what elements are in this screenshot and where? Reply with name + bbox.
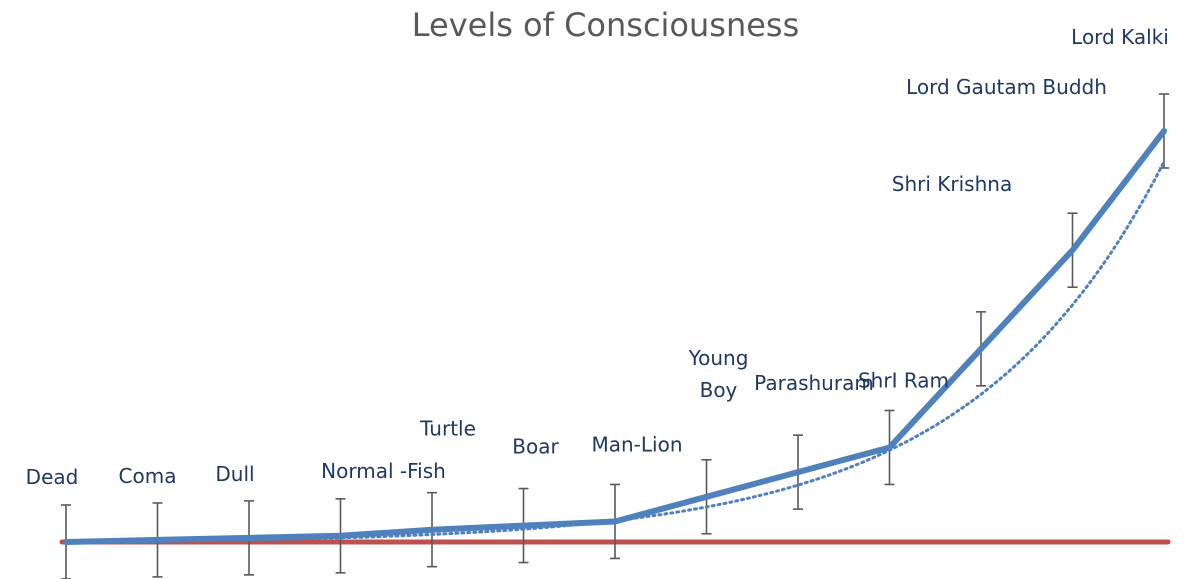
data-label: Normal -Fish xyxy=(321,459,446,483)
data-label: Shri Krishna xyxy=(892,172,1012,196)
data-label: Boar xyxy=(512,435,559,459)
data-label: Coma xyxy=(119,464,177,488)
data-label: ShrI Ram xyxy=(858,368,949,392)
data-label: Dull xyxy=(215,462,254,486)
data-label: Lord Gautam Buddh xyxy=(906,75,1107,99)
series-layer xyxy=(63,128,1167,545)
error-bars xyxy=(61,93,1169,579)
data-label: Lord Kalki xyxy=(1071,25,1169,49)
data-label: Turtle xyxy=(419,417,476,441)
data-label: Young Boy xyxy=(688,346,749,402)
data-label-line: Boy xyxy=(700,378,738,402)
data-label: Parashuram xyxy=(754,371,874,395)
data-label: Man-Lion xyxy=(591,432,682,456)
data-label: Dead xyxy=(26,465,79,489)
data-labels: Dead Coma Dull Normal -Fish Turtle Boar Man-Li… xyxy=(26,25,1169,489)
chart-title: Levels of Consciousness xyxy=(411,6,800,44)
data-label-line: Young xyxy=(688,346,749,370)
